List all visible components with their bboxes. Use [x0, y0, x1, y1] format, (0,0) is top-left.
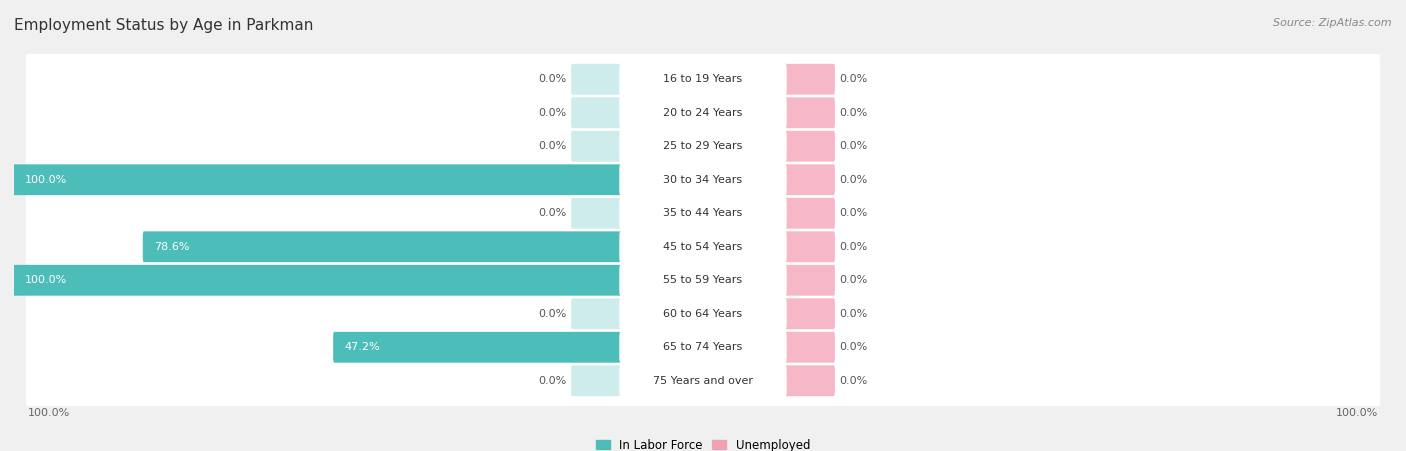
FancyBboxPatch shape — [785, 332, 835, 363]
Text: 60 to 64 Years: 60 to 64 Years — [664, 309, 742, 319]
Text: Source: ZipAtlas.com: Source: ZipAtlas.com — [1274, 18, 1392, 28]
FancyBboxPatch shape — [785, 299, 835, 329]
Text: 55 to 59 Years: 55 to 59 Years — [664, 275, 742, 285]
Text: 100.0%: 100.0% — [1336, 408, 1378, 418]
Text: 0.0%: 0.0% — [839, 175, 868, 185]
FancyBboxPatch shape — [571, 64, 621, 95]
FancyBboxPatch shape — [619, 97, 787, 128]
FancyBboxPatch shape — [785, 231, 835, 262]
FancyBboxPatch shape — [25, 51, 1381, 107]
FancyBboxPatch shape — [571, 299, 621, 329]
Text: 0.0%: 0.0% — [538, 208, 567, 218]
Text: 100.0%: 100.0% — [28, 408, 70, 418]
Text: 0.0%: 0.0% — [538, 309, 567, 319]
FancyBboxPatch shape — [13, 164, 621, 195]
FancyBboxPatch shape — [25, 219, 1381, 275]
FancyBboxPatch shape — [571, 131, 621, 161]
Text: 0.0%: 0.0% — [839, 141, 868, 151]
Text: 47.2%: 47.2% — [344, 342, 380, 352]
FancyBboxPatch shape — [785, 64, 835, 95]
Text: 0.0%: 0.0% — [538, 74, 567, 84]
FancyBboxPatch shape — [25, 253, 1381, 308]
FancyBboxPatch shape — [25, 85, 1381, 140]
Text: 0.0%: 0.0% — [839, 208, 868, 218]
Text: 78.6%: 78.6% — [155, 242, 190, 252]
FancyBboxPatch shape — [619, 365, 787, 396]
Text: 0.0%: 0.0% — [839, 242, 868, 252]
Text: 45 to 54 Years: 45 to 54 Years — [664, 242, 742, 252]
FancyBboxPatch shape — [619, 299, 787, 329]
FancyBboxPatch shape — [25, 185, 1381, 241]
Text: 0.0%: 0.0% — [839, 275, 868, 285]
FancyBboxPatch shape — [785, 365, 835, 396]
FancyBboxPatch shape — [785, 131, 835, 161]
FancyBboxPatch shape — [25, 353, 1381, 409]
Text: 0.0%: 0.0% — [839, 342, 868, 352]
Text: 0.0%: 0.0% — [839, 309, 868, 319]
Text: 0.0%: 0.0% — [839, 376, 868, 386]
Text: 0.0%: 0.0% — [538, 108, 567, 118]
Text: 25 to 29 Years: 25 to 29 Years — [664, 141, 742, 151]
FancyBboxPatch shape — [25, 119, 1381, 174]
FancyBboxPatch shape — [143, 231, 621, 262]
Text: 35 to 44 Years: 35 to 44 Years — [664, 208, 742, 218]
Text: 100.0%: 100.0% — [24, 175, 66, 185]
Text: 0.0%: 0.0% — [538, 141, 567, 151]
FancyBboxPatch shape — [619, 131, 787, 161]
Legend: In Labor Force, Unemployed: In Labor Force, Unemployed — [591, 434, 815, 451]
Text: 0.0%: 0.0% — [538, 376, 567, 386]
Text: 0.0%: 0.0% — [839, 74, 868, 84]
FancyBboxPatch shape — [619, 164, 787, 195]
FancyBboxPatch shape — [785, 97, 835, 128]
FancyBboxPatch shape — [25, 320, 1381, 375]
FancyBboxPatch shape — [785, 164, 835, 195]
FancyBboxPatch shape — [333, 332, 621, 363]
FancyBboxPatch shape — [13, 265, 621, 296]
Text: 75 Years and over: 75 Years and over — [652, 376, 754, 386]
Text: 0.0%: 0.0% — [839, 108, 868, 118]
FancyBboxPatch shape — [25, 286, 1381, 341]
Text: 20 to 24 Years: 20 to 24 Years — [664, 108, 742, 118]
FancyBboxPatch shape — [571, 365, 621, 396]
FancyBboxPatch shape — [785, 198, 835, 229]
Text: 30 to 34 Years: 30 to 34 Years — [664, 175, 742, 185]
FancyBboxPatch shape — [619, 64, 787, 95]
FancyBboxPatch shape — [619, 332, 787, 363]
FancyBboxPatch shape — [785, 265, 835, 296]
FancyBboxPatch shape — [25, 152, 1381, 207]
Text: 100.0%: 100.0% — [24, 275, 66, 285]
FancyBboxPatch shape — [571, 97, 621, 128]
Text: 65 to 74 Years: 65 to 74 Years — [664, 342, 742, 352]
FancyBboxPatch shape — [619, 231, 787, 262]
FancyBboxPatch shape — [619, 198, 787, 229]
Text: 16 to 19 Years: 16 to 19 Years — [664, 74, 742, 84]
FancyBboxPatch shape — [571, 198, 621, 229]
Text: Employment Status by Age in Parkman: Employment Status by Age in Parkman — [14, 18, 314, 33]
FancyBboxPatch shape — [619, 265, 787, 296]
